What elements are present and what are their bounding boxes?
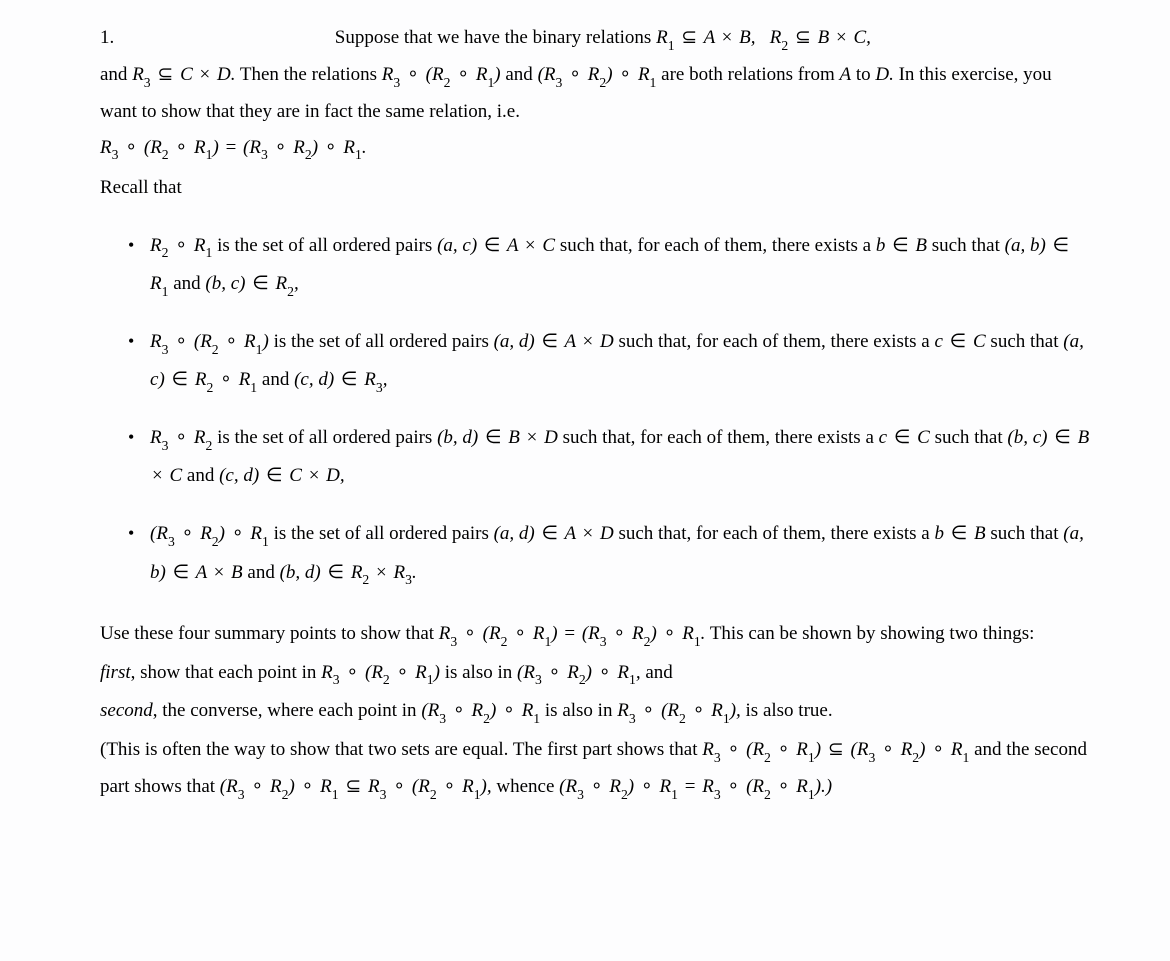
b3-text-3: such that [930,427,1008,448]
intro-equation: R3 ∘ (R2 ∘ R1) = (R3 ∘ R2) ∘ R1. [100,137,367,158]
b2-math-2: (a, d) ∈ A × D [494,331,614,352]
b3-text-2: such that, for each of them, there exist… [558,427,879,448]
c2-text-3: and [641,662,673,683]
intro-paragraph: 1. Suppose that we have the binary relat… [100,20,1090,166]
c4-math-1: R3 ∘ (R2 ∘ R1) ⊆ (R3 ∘ R2) ∘ R1 [702,739,969,760]
b4-math-3: b ∈ B [934,523,985,544]
closing-line-1: Use these four summary points to show th… [100,616,1090,653]
closing-line-3: second, the converse, where each point i… [100,693,1090,730]
b4-math-2: (a, d) ∈ A × D [494,523,614,544]
b4-text-4: and [243,562,280,583]
c3-math-1: (R3 ∘ R2) ∘ R1 [421,700,540,721]
b1-math-2: (a, c) ∈ A × C [437,235,555,256]
c4-text-1: (This is often the way to show that two … [100,739,702,760]
c3-text-1: , the converse, where each point in [153,700,422,721]
b4-text-1: is the set of all ordered pairs [269,523,494,544]
intro-math-4: (R3 ∘ R2) ∘ R1 [538,64,657,85]
c3-text-3: is also true. [741,700,833,721]
b2-text-3: such that [986,331,1064,352]
b2-text-2: such that, for each of them, there exist… [614,331,935,352]
intro-text-2a: and [100,64,132,85]
c3-math-2: R3 ∘ (R2 ∘ R1), [617,700,741,721]
c2-math-1: R3 ∘ (R2 ∘ R1) [321,662,440,683]
b3-math-1: R3 ∘ R2 [150,427,212,448]
b1-math-3: b ∈ B [876,235,927,256]
b4-math-1: (R3 ∘ R2) ∘ R1 [150,523,269,544]
c2-emph: first [100,662,131,683]
closing-paragraph: Use these four summary points to show th… [100,616,1090,806]
intro-math-1: R1 ⊆ A × B, R2 ⊆ B × C, [656,27,871,48]
b2-math-1: R3 ∘ (R2 ∘ R1) [150,331,269,352]
c3-emph: second [100,700,153,721]
b2-math-3: c ∈ C [934,331,985,352]
b3-math-3: c ∈ C [879,427,930,448]
b2-text-4: and [257,369,294,390]
b1-math-1: R2 ∘ R1 [150,235,212,256]
c4-math-3: (R3 ∘ R2) ∘ R1 = R3 ∘ (R2 ∘ R1).) [559,776,832,797]
c2-math-2: (R3 ∘ R2) ∘ R1, [517,662,641,683]
b3-math-2: (b, d) ∈ B × D [437,427,558,448]
b3-math-5: (c, d) ∈ C × D, [219,465,345,486]
bullet-1: R2 ∘ R1 is the set of all ordered pairs … [150,227,1090,303]
closing-line-4: (This is often the way to show that two … [100,732,1090,806]
bullet-2: R3 ∘ (R2 ∘ R1) is the set of all ordered… [150,323,1090,399]
c1-math-1: R3 ∘ (R2 ∘ R1) = (R3 ∘ R2) ∘ R1. [439,623,706,644]
bullet-4: (R3 ∘ R2) ∘ R1 is the set of all ordered… [150,515,1090,591]
c1-text-2: This can be shown by showing two things: [705,623,1034,644]
intro-math-3: R3 ∘ (R2 ∘ R1) [382,64,501,85]
b1-text-3: such that [927,235,1005,256]
intro-math-5: A [839,64,851,85]
problem-number: 1. [100,20,330,56]
b2-text-1: is the set of all ordered pairs [269,331,494,352]
b1-text-1: is the set of all ordered pairs [212,235,437,256]
b4-text-3: such that [986,523,1064,544]
intro-text-2c: and [501,64,538,85]
intro-math-6: D. [875,64,893,85]
b2-math-5: (c, d) ∈ R3, [294,369,387,390]
c1-text-1: Use these four summary points to show th… [100,623,439,644]
c3-text-2: is also in [540,700,617,721]
c4-text-3: whence [492,776,560,797]
c4-math-2: (R3 ∘ R2) ∘ R1 ⊆ R3 ∘ (R2 ∘ R1), [220,776,492,797]
b1-math-5: (b, c) ∈ R2, [205,273,298,294]
b4-math-5: (b, d) ∈ R2 × R3. [280,562,417,583]
intro-text: Suppose that we have the binary relation… [335,27,656,48]
b3-text-1: is the set of all ordered pairs [212,427,437,448]
c2-text-1: , show that each point in [131,662,322,683]
definition-list: R2 ∘ R1 is the set of all ordered pairs … [100,227,1090,592]
c2-text-2: is also in [440,662,517,683]
recall-text: Recall that [100,170,1090,206]
b1-text-4: and [168,273,205,294]
bullet-3: R3 ∘ R2 is the set of all ordered pairs … [150,419,1090,495]
intro-text-3b: to [851,64,875,85]
intro-math-2: R3 ⊆ C × D. [132,64,235,85]
closing-line-2: first, show that each point in R3 ∘ (R2 … [100,655,1090,692]
intro-text-2d: are both relations [656,64,793,85]
b4-text-2: such that, for each of them, there exist… [614,523,935,544]
intro-text-3a: from [798,64,840,85]
b1-text-2: such that, for each of them, there exist… [555,235,876,256]
exercise-content: 1. Suppose that we have the binary relat… [80,20,1090,806]
b3-text-4: and [182,465,219,486]
intro-text-2b: Then the relations [235,64,381,85]
